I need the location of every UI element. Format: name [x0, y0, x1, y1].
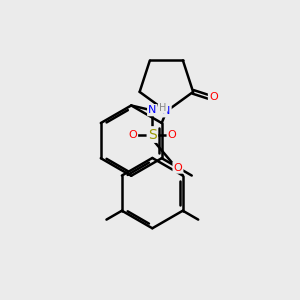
Text: S: S	[148, 128, 157, 142]
Text: O: O	[209, 92, 218, 102]
Text: H: H	[159, 103, 166, 113]
Text: N: N	[162, 106, 171, 116]
Text: O: O	[174, 163, 182, 172]
Text: N: N	[148, 105, 157, 115]
Text: O: O	[168, 130, 176, 140]
Text: O: O	[128, 130, 137, 140]
